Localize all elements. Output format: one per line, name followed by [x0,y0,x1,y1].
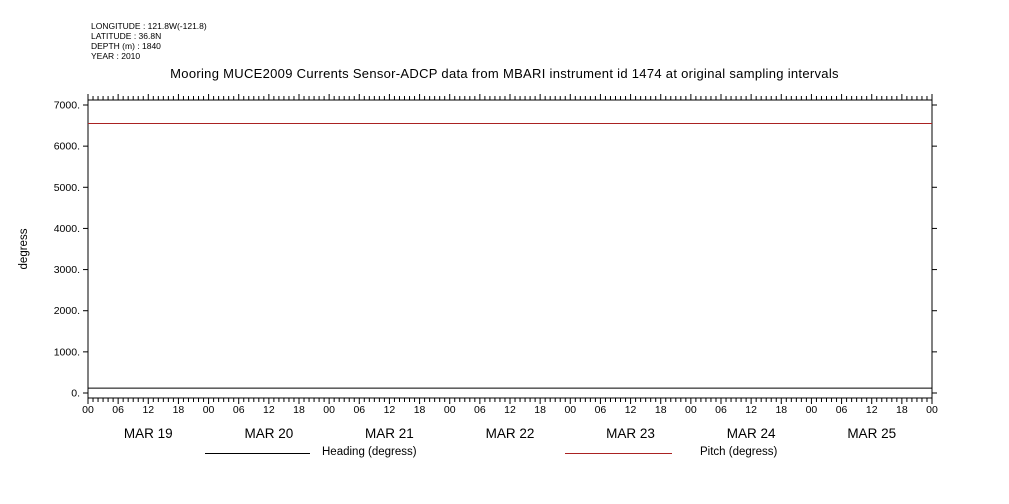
x-tick-label: 06 [233,404,245,416]
x-tick-label: 00 [685,404,697,416]
x-tick-label: 18 [414,404,426,416]
metadata-longitude: LONGITUDE : 121.8W(-121.8) [91,21,207,31]
legend-line-heading [205,453,310,454]
y-tick-label: 1000. [54,346,80,358]
y-tick-label: 7000. [54,100,80,112]
x-tick-label: 12 [384,404,396,416]
day-label: MAR 24 [727,426,776,441]
x-tick-label: 06 [112,404,124,416]
x-tick-label: 12 [263,404,275,416]
legend-line-pitch [565,453,672,454]
day-label: MAR 22 [486,426,535,441]
legend-label-pitch: Pitch (degress) [700,446,778,458]
x-tick-label: 12 [745,404,757,416]
plot-border [87,99,933,399]
y-tick-label: 4000. [54,223,80,235]
x-tick-label: 06 [836,404,848,416]
metadata-depth: DEPTH (m) : 1840 [91,41,161,51]
x-tick-label: 06 [715,404,727,416]
x-tick-label: 00 [203,404,215,416]
x-tick-label: 12 [866,404,878,416]
x-tick-label: 18 [534,404,546,416]
chart-title: Mooring MUCE2009 Currents Sensor-ADCP da… [170,66,839,81]
x-tick-label: 00 [806,404,818,416]
x-tick-label: 18 [655,404,667,416]
x-tick-label: 12 [142,404,154,416]
x-tick-label: 06 [474,404,486,416]
day-label: MAR 23 [606,426,655,441]
x-tick-label: 00 [926,404,938,416]
day-label: MAR 21 [365,426,414,441]
x-tick-label: 18 [896,404,908,416]
x-tick-label: 00 [564,404,576,416]
legend-label-heading: Heading (degress) [322,446,417,458]
x-tick-label: 12 [504,404,516,416]
y-axis-label: degress [18,228,30,269]
metadata-year: YEAR : 2010 [91,51,141,61]
y-tick-label: 0. [71,388,80,400]
y-tick-label: 5000. [54,182,80,194]
metadata-latitude: LATITUDE : 36.8N [91,31,162,41]
metadata-block: LONGITUDE : 121.8W(-121.8) LATITUDE : 36… [91,21,207,61]
x-tick-label: 00 [444,404,456,416]
x-tick-label: 06 [595,404,607,416]
x-tick-label: 18 [173,404,185,416]
x-tick-label: 06 [353,404,365,416]
x-tick-label: 18 [293,404,305,416]
x-tick-label: 00 [323,404,335,416]
x-tick-label: 18 [775,404,787,416]
day-label: MAR 20 [244,426,293,441]
day-label: MAR 19 [124,426,173,441]
y-tick-label: 6000. [54,141,80,153]
y-tick-label: 3000. [54,264,80,276]
day-label: MAR 25 [847,426,896,441]
x-tick-label: 00 [82,404,94,416]
x-tick-label: 12 [625,404,637,416]
y-tick-label: 2000. [54,305,80,317]
